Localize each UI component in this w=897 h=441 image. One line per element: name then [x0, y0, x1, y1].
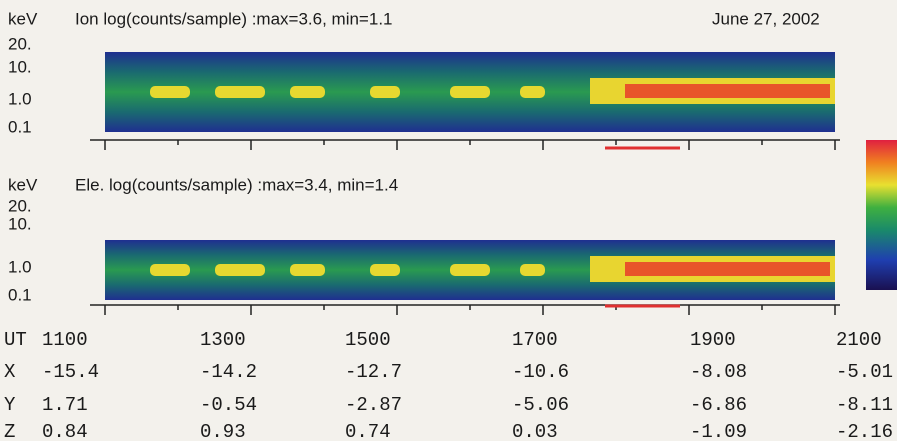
- hot-spot: [290, 86, 325, 98]
- cell: 1700: [512, 329, 558, 351]
- date: June 27, 2002: [712, 9, 820, 28]
- hot-spot: [370, 264, 400, 276]
- y-tick-label: 0.1: [8, 117, 32, 136]
- cell: -2.16: [836, 421, 893, 441]
- cell: -2.87: [345, 394, 402, 416]
- hot-spot: [150, 86, 190, 98]
- hot-spot: [520, 86, 545, 98]
- y-tick-label: 20.: [8, 34, 32, 53]
- cell: -8.08: [690, 361, 747, 383]
- cell: -5.06: [512, 394, 569, 416]
- cell: 0.74: [345, 421, 391, 441]
- hot-spot: [450, 264, 490, 276]
- y-tick-label: 1.0: [8, 257, 32, 276]
- cell: -12.7: [345, 361, 402, 383]
- hot-spot: [520, 264, 545, 276]
- hot-core: [625, 84, 830, 98]
- colorbar: [866, 140, 897, 290]
- panel-title: Ele. log(counts/sample) :max=3.4, min=1.…: [75, 175, 398, 194]
- panel-title: Ion log(counts/sample) :max=3.6, min=1.1: [75, 9, 393, 28]
- cell: 1.71: [42, 394, 88, 416]
- y-tick-label: 10.: [8, 214, 32, 233]
- cell: -6.86: [690, 394, 747, 416]
- cell: -1.09: [690, 421, 747, 441]
- y-tick-label: 1.0: [8, 89, 32, 108]
- row-label: Z: [4, 421, 15, 441]
- cell: 1900: [690, 329, 736, 351]
- hot-spot: [215, 264, 265, 276]
- hot-spot: [215, 86, 265, 98]
- cell: 0.84: [42, 421, 88, 441]
- cell: -8.11: [836, 394, 893, 416]
- cell: 2100: [836, 329, 882, 351]
- cell: 1300: [200, 329, 246, 351]
- cell: -10.6: [512, 361, 569, 383]
- y-tick-label: 20.: [8, 196, 32, 215]
- cell: 1500: [345, 329, 391, 351]
- cell: 1100: [42, 329, 88, 351]
- cell: -14.2: [200, 361, 257, 383]
- cell: -5.01: [836, 361, 893, 383]
- row-label: Y: [4, 394, 16, 416]
- cell: -15.4: [42, 361, 99, 383]
- hot-core: [625, 262, 830, 276]
- unit-label: keV: [8, 175, 38, 194]
- hot-spot: [370, 86, 400, 98]
- row-label: UT: [4, 329, 27, 351]
- cell: 0.93: [200, 421, 246, 441]
- y-tick-label: 0.1: [8, 285, 32, 304]
- y-tick-label: 10.: [8, 57, 32, 76]
- row-label: X: [4, 361, 16, 383]
- hot-spot: [450, 86, 490, 98]
- cell: 0.03: [512, 421, 558, 441]
- unit-label: keV: [8, 9, 38, 28]
- cell: -0.54: [200, 394, 257, 416]
- hot-spot: [290, 264, 325, 276]
- hot-spot: [150, 264, 190, 276]
